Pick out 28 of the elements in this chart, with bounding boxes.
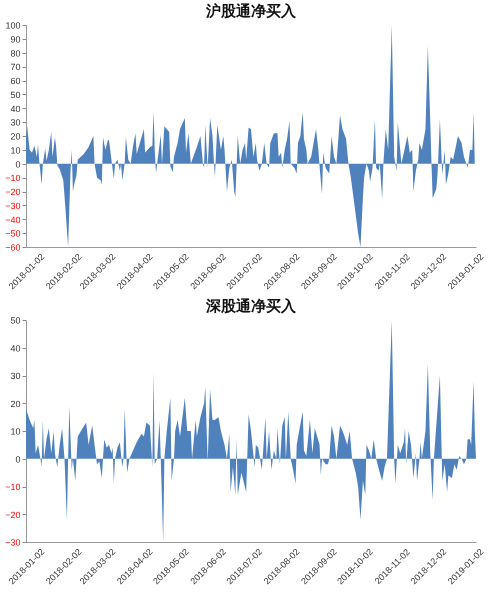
- y-tick-label: −40: [5, 214, 20, 225]
- y-tick-label: −20: [5, 187, 20, 197]
- y-tick-label: 0: [15, 454, 20, 464]
- y-tick-label: −10: [5, 482, 20, 492]
- y-tick-label: 20: [10, 398, 20, 409]
- y-tick-label: 10: [10, 426, 20, 436]
- y-tick-label: 80: [10, 48, 20, 58]
- y-tick-label: −20: [5, 510, 20, 520]
- y-tick-label: 50: [10, 316, 20, 326]
- y-tick-label: −60: [5, 242, 20, 252]
- y-tick-label: −50: [5, 228, 20, 239]
- y-tick-label: 40: [10, 104, 20, 114]
- y-tick-label: 40: [10, 343, 20, 354]
- y-tick-label: −30: [5, 538, 20, 548]
- y-tick-label: 50: [10, 90, 20, 100]
- y-tick-label: 30: [10, 371, 20, 381]
- y-tick-label: 30: [10, 118, 20, 128]
- y-tick-label: 60: [10, 76, 20, 86]
- y-tick-label: 10: [10, 145, 20, 156]
- y-tick-label: 70: [10, 62, 20, 72]
- chart-title: 沪股通净买入: [205, 2, 297, 20]
- chart-title: 深股通净买入: [205, 297, 297, 315]
- y-tick-label: 0: [15, 159, 20, 170]
- y-tick-label: −30: [5, 200, 20, 211]
- y-tick-label: 100: [5, 20, 20, 30]
- y-tick-label: 20: [10, 132, 20, 142]
- y-tick-label: −10: [5, 173, 20, 184]
- y-tick-label: 90: [10, 34, 20, 44]
